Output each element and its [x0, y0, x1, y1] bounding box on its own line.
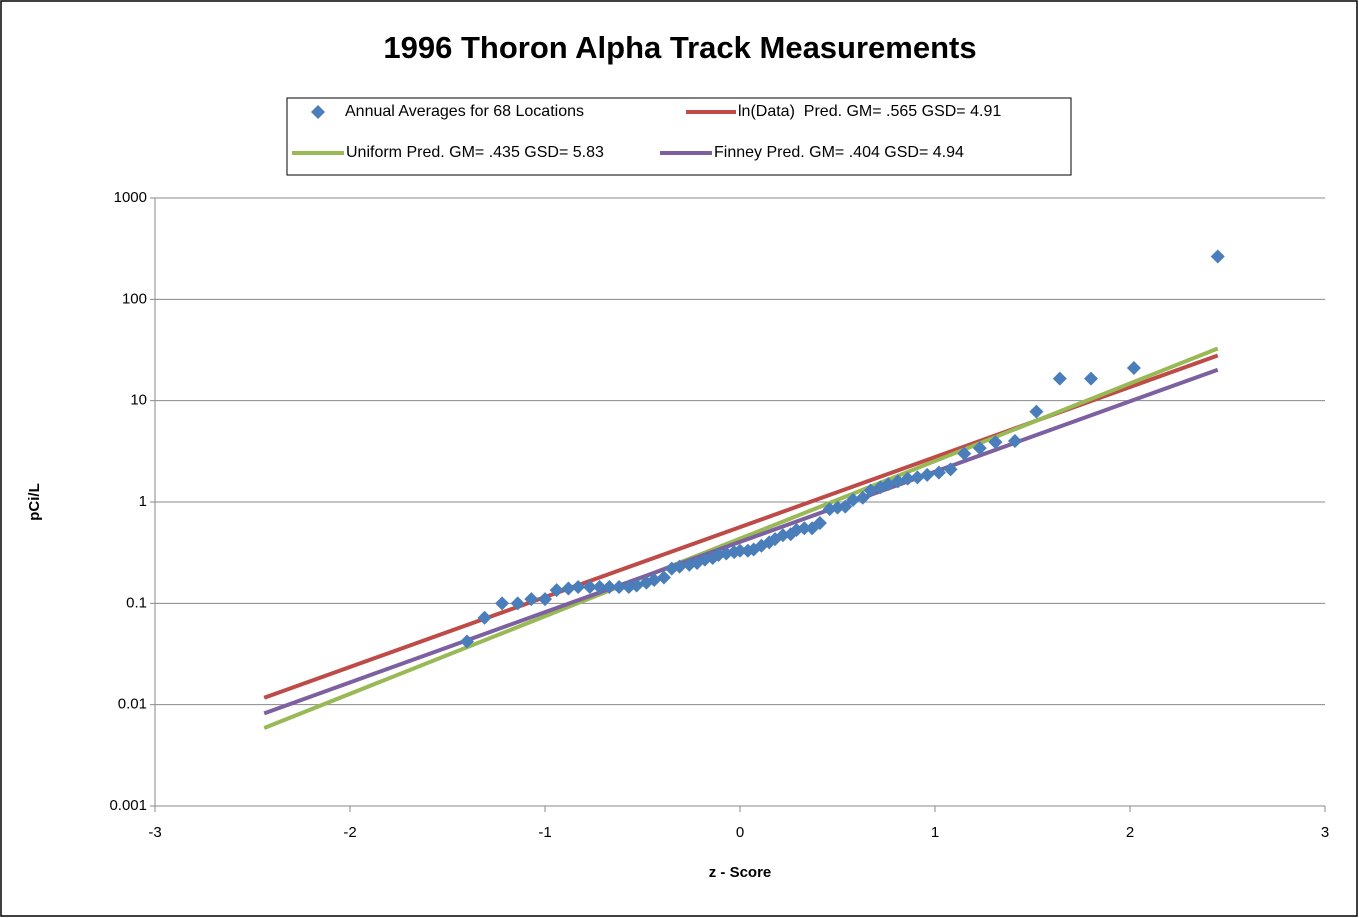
y-tick-label: 100: [122, 290, 147, 307]
legend-marker: [311, 105, 325, 119]
data-point: [561, 581, 576, 596]
data-point: [602, 579, 617, 594]
data-point: [972, 441, 987, 456]
y-tick-label: 1000: [114, 189, 147, 206]
data-point: [988, 435, 1003, 450]
data-point: [477, 610, 492, 625]
y-axis-label: pCi/L: [26, 483, 43, 521]
legend-label: Finney Pred. GM= .404 GSD= 4.94: [714, 144, 964, 161]
data-point: [900, 471, 915, 486]
x-tick-label: 3: [1321, 824, 1329, 841]
data-point: [797, 521, 812, 536]
data-point: [733, 543, 747, 558]
x-tick-label: -1: [538, 824, 551, 841]
x-tick-label: -2: [343, 824, 356, 841]
data-point: [1029, 404, 1044, 419]
y-tick-label: 1: [139, 493, 147, 510]
data-point: [846, 492, 861, 507]
data-point: [890, 474, 905, 489]
data-point: [571, 579, 586, 594]
data-point: [957, 446, 972, 461]
x-axis-label: z - Score: [709, 864, 772, 881]
data-point: [1210, 249, 1225, 264]
data-point: [855, 490, 870, 505]
data-point: [812, 516, 827, 531]
y-tick-label: 0.001: [109, 797, 147, 814]
data-point: [510, 596, 525, 611]
data-point: [549, 583, 564, 598]
data-point: [1126, 361, 1141, 376]
data-point: [920, 467, 935, 482]
data-point: [495, 596, 510, 611]
chart-title: 1996 Thoron Alpha Track Measurements: [383, 30, 976, 65]
data-point: [460, 634, 474, 649]
data-point: [1084, 371, 1098, 386]
data-point: [931, 465, 946, 480]
legend-label: ln(Data) Pred. GM= .565 GSD= 4.91: [738, 103, 1001, 120]
data-point: [647, 572, 662, 587]
data-point: [524, 592, 539, 607]
data-point: [672, 559, 687, 574]
data-point: [838, 499, 853, 514]
data-point: [582, 579, 597, 594]
legend-label: Annual Averages for 68 Locations: [345, 103, 584, 120]
data-point: [612, 579, 627, 594]
y-tick-label: 0.01: [118, 696, 147, 713]
data-point: [592, 579, 607, 594]
data-point: [538, 592, 552, 607]
series-line: [263, 367, 1219, 716]
data-point: [1052, 371, 1067, 386]
data-point: [656, 570, 671, 585]
x-tick-label: 1: [931, 824, 939, 841]
legend-label: Uniform Pred. GM= .435 GSD= 5.83: [346, 144, 604, 161]
data-point: [943, 462, 958, 477]
y-tick-label: 0.1: [126, 594, 147, 611]
x-tick-label: -3: [148, 824, 161, 841]
x-tick-label: 2: [1126, 824, 1134, 841]
series-line: [263, 346, 1219, 730]
legend: [286, 97, 1072, 176]
y-tick-label: 10: [130, 392, 147, 409]
data-point: [1007, 433, 1022, 448]
data-point: [910, 470, 925, 485]
x-tick-label: 0: [736, 824, 744, 841]
